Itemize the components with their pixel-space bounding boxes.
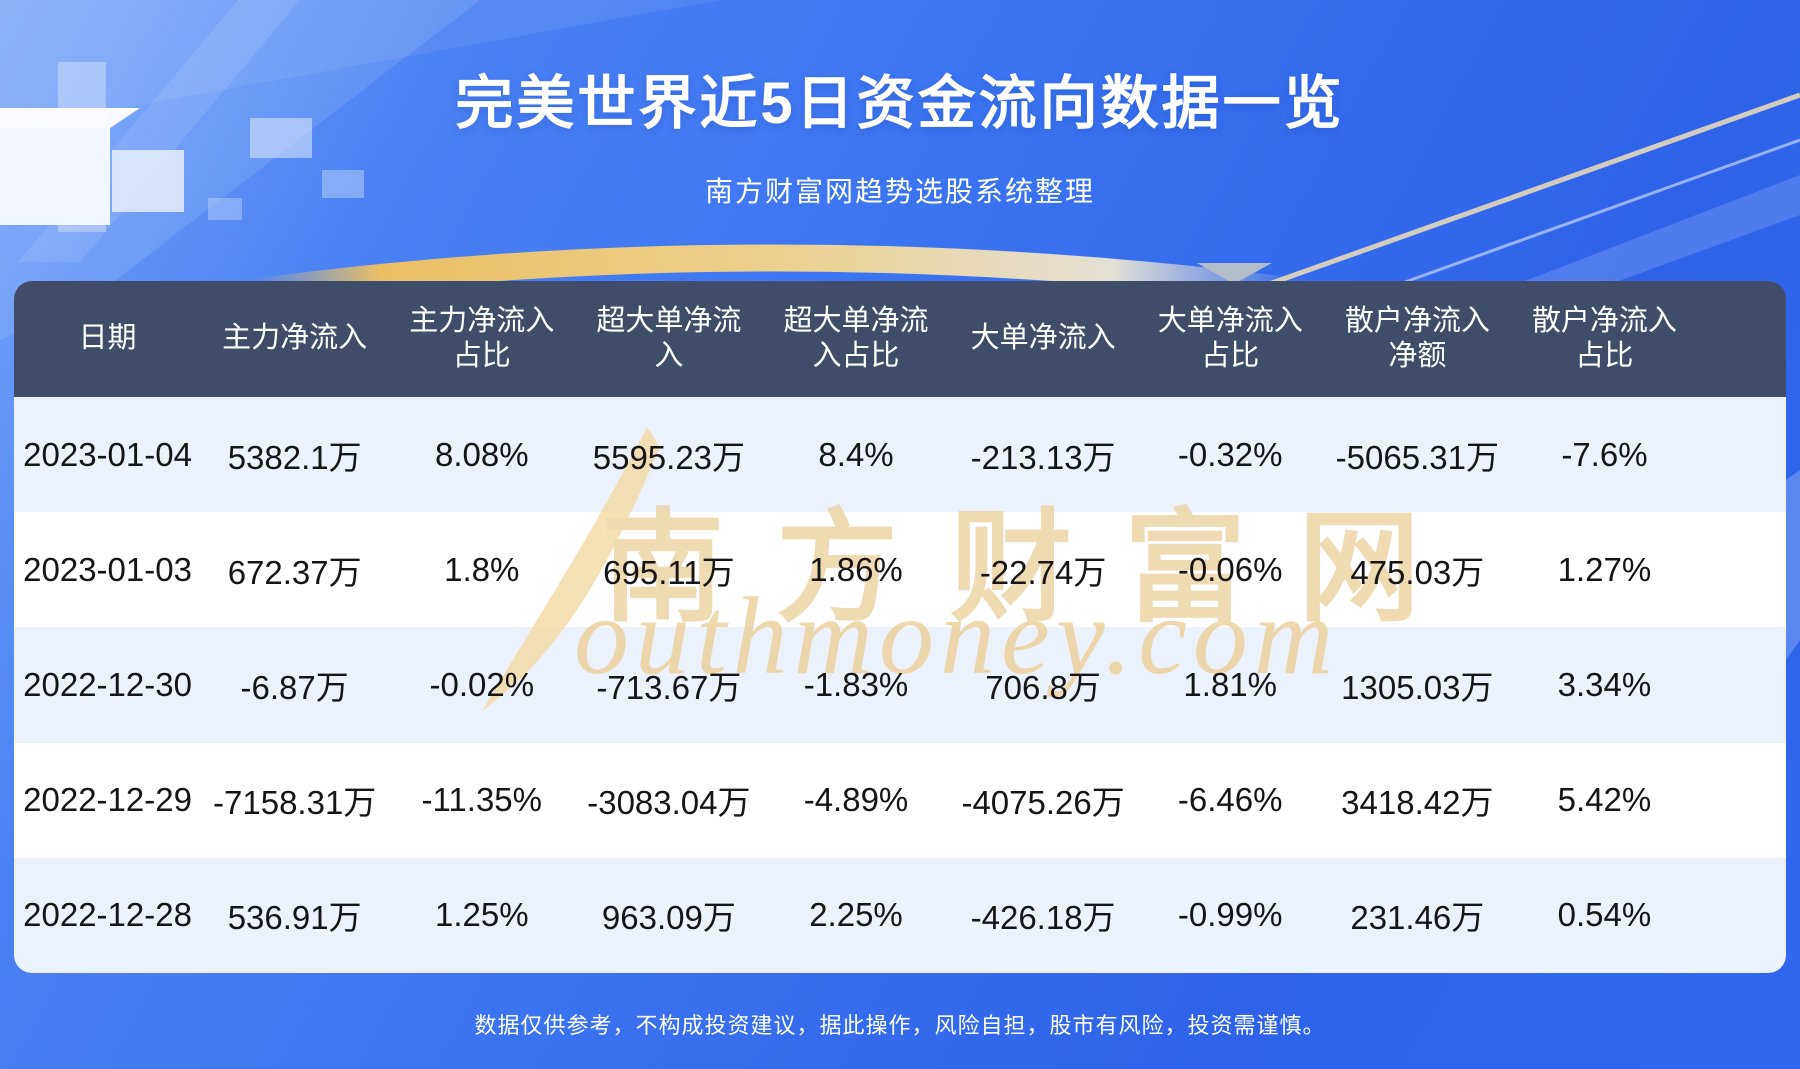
table-cell: 1.8%	[444, 550, 520, 588]
table-row: 2023-01-03 672.37万 1.8% 695.11万 1.86% -22.74万…	[14, 512, 1786, 627]
table-cell: 706.8万	[985, 668, 1101, 706]
table-cell: -0.32%	[1177, 435, 1283, 473]
table-cell: -7.6%	[1561, 435, 1648, 473]
column-header: 超大单净流 入占比	[783, 304, 929, 372]
page-title: 完美世界近5日资金流向数据一览	[455, 71, 1345, 136]
table-row: 2022-12-29 -7158.31万 -11.35% -3083.04万 -4.89…	[14, 743, 1786, 858]
table-cell: -0.06%	[1177, 550, 1283, 588]
table-header-row: 日期 主力净流入 主力净流入 占比 超大单净流 入超大单净流 入占比 大单净流入 大单净流…	[14, 281, 1786, 397]
table-cell: -3083.04万	[587, 784, 751, 822]
table-cell: 1.25%	[434, 896, 529, 934]
row-stripe	[14, 627, 1786, 743]
table-cell: 1305.03万	[1341, 668, 1494, 706]
column-header: 散户净流入 净额	[1344, 304, 1490, 372]
table-cell: 2022-12-29	[23, 781, 192, 819]
disclaimer: 数据仅供参考，不构成投资建议，据此操作，风险自担，股市有风险，投资需谨慎。	[474, 1013, 1326, 1038]
table-cell: 3.34%	[1557, 665, 1652, 703]
table-row: 2022-12-30 -6.87万 -0.02% -713.67万 -1.83% 706.…	[14, 627, 1786, 742]
table-cell: 5.42%	[1557, 781, 1652, 819]
table-cell: 3418.42万	[1341, 784, 1494, 822]
table-content: 日期 主力净流入 主力净流入 占比 超大单净流 入超大单净流 入占比 大单净流入 大单净流…	[14, 281, 1786, 973]
table-cell: 672.37万	[227, 553, 362, 591]
table-cell: 231.46万	[1350, 899, 1485, 937]
table-cell: 8.4%	[818, 435, 894, 473]
table-cell: -6.87万	[240, 668, 349, 706]
column-header: 大单净流入	[970, 322, 1116, 355]
table-cell: -6.46%	[1177, 781, 1283, 819]
header-stripe	[14, 281, 1786, 397]
table-cell: 475.03万	[1350, 553, 1485, 591]
table-cell: -713.67万	[596, 668, 742, 706]
table-row: 2023-01-04 5382.1万 8.08% 5595.23万 8.4% -213.1…	[14, 397, 1786, 512]
table-cell: 695.11万	[603, 553, 735, 591]
table-row: 2022-12-28 536.91万 1.25% 963.09万 2.25% -426.1…	[14, 858, 1786, 973]
table-cell: 8.08%	[434, 435, 529, 473]
table-cell: 1.86%	[809, 550, 903, 588]
column-header: 超大单净流 入	[596, 304, 742, 372]
table-cell: -11.35%	[421, 781, 542, 819]
table-cell: 0.54%	[1557, 896, 1652, 934]
table-cell: -4.89%	[803, 781, 909, 819]
table-cell: 2.25%	[809, 896, 903, 934]
table-cell: -4075.26万	[961, 784, 1125, 822]
column-header: 散户净流入 占比	[1531, 304, 1677, 372]
fund-flow-table: 南方财富网 outhmoney.com 日期 主力净流入 主力净流入 占比 超大单净流…	[14, 281, 1786, 973]
column-header: 主力净流入 占比	[409, 304, 555, 372]
table-cell: 5595.23万	[592, 438, 746, 476]
row-stripe	[14, 512, 1786, 628]
table-cell: -1.83%	[803, 665, 909, 703]
row-stripe	[14, 857, 1786, 973]
table-cell: -0.02%	[429, 665, 535, 703]
column-header: 日期	[78, 322, 137, 355]
table-cell: 1.27%	[1557, 550, 1652, 588]
column-header: 主力净流入	[222, 322, 368, 355]
table-cell: 1.81%	[1183, 665, 1277, 703]
table-cell: -0.99%	[1177, 896, 1283, 934]
table-cell: 5382.1万	[227, 438, 362, 476]
table-cell: 2023-01-04	[23, 435, 192, 473]
table-cell: 2023-01-03	[23, 550, 192, 588]
table-stripes	[14, 281, 1786, 973]
table-cell: -22.74万	[979, 553, 1107, 591]
table-cell: 2022-12-30	[23, 665, 192, 703]
table-cell: -426.18万	[970, 899, 1116, 937]
page-subtitle: 南方财富网趋势选股系统整理	[704, 176, 1095, 207]
row-stripe	[14, 742, 1786, 858]
table-cell: 963.09万	[601, 899, 736, 937]
column-header: 大单净流入 占比	[1157, 304, 1303, 372]
table-cell: 536.91万	[227, 899, 362, 937]
table-cell: -7158.31万	[213, 784, 377, 822]
table-cell: -5065.31万	[1335, 438, 1499, 476]
table-cell: 2022-12-28	[23, 896, 192, 934]
row-stripe	[14, 397, 1786, 513]
table-cell: -213.13万	[970, 438, 1116, 476]
